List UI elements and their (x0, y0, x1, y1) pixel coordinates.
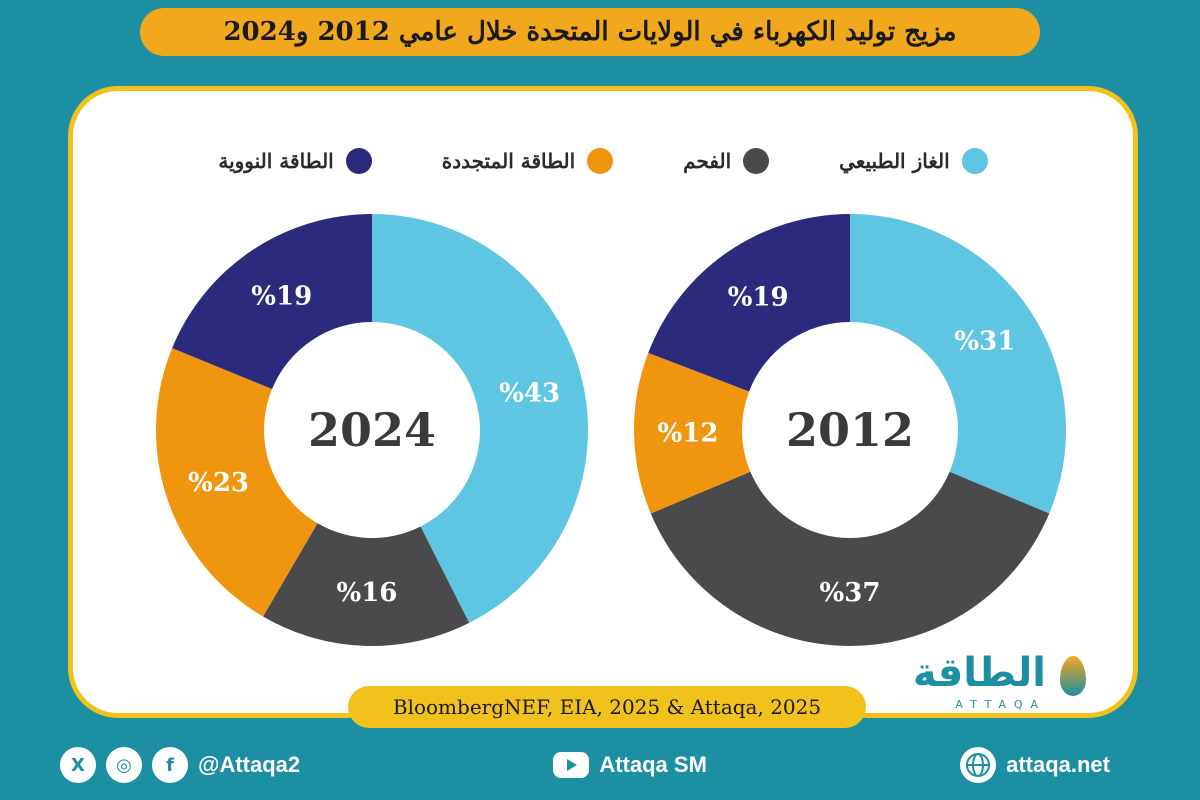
legend: الغاز الطبيعي الفحم الطاقة المتجددة الطا… (73, 143, 1133, 179)
x-icon[interactable]: X (60, 747, 96, 783)
donut-2024-label-gas: %43 (499, 379, 560, 409)
donut-2024-segment-renewables (156, 348, 318, 617)
donut-chart-2024: %43 %16 %23 %19 2024 (156, 214, 589, 646)
legend-label-renewables: الطاقة المتجددة (441, 149, 576, 173)
chart-title: مزيج توليد الكهرباء في الولايات المتحدة … (223, 17, 957, 47)
legend-label-coal: الفحم (683, 149, 732, 173)
donut-2012-label-nuclear: %19 (728, 283, 789, 313)
donut-2024-label-coal: %16 (337, 578, 398, 608)
social-handle[interactable]: @Attaqa2 (198, 752, 301, 777)
donut-2012-segment-nuclear (648, 214, 850, 392)
source-pill: BloombergNEF, EIA, 2025 & Attaqa, 2025 (348, 686, 866, 728)
legend-swatch-gas (961, 148, 988, 174)
source-text: BloombergNEF, EIA, 2025 & Attaqa, 2025 (392, 695, 822, 719)
footer: X ◎ f @Attaqa2 Attaqa SM attaqa.net (0, 740, 1200, 790)
website-link[interactable]: attaqa.net (1006, 752, 1110, 777)
logo-main-text: الطاقة (912, 650, 1046, 696)
donut-2024-label-renewables: %23 (188, 468, 249, 498)
legend-label-nuclear: الطاقة النووية (218, 149, 334, 173)
legend-swatch-nuclear (345, 148, 372, 174)
donut-2024-segment-gas (372, 214, 589, 623)
logo-sub-text: ATTAQA (955, 698, 1046, 711)
legend-item-coal: الفحم (683, 148, 770, 174)
donut-2012-label-gas: %31 (954, 326, 1015, 356)
donut-2012-label-renewables: %12 (658, 419, 719, 449)
legend-label-gas: الغاز الطبيعي (839, 149, 950, 173)
footer-website: attaqa.net (960, 747, 1110, 783)
donut-2024-label-nuclear: %19 (251, 281, 312, 311)
donut-2024-segment-coal (263, 523, 470, 646)
donut-2012-segment-coal (650, 471, 1050, 646)
facebook-icon[interactable]: f (152, 747, 188, 783)
globe-icon[interactable] (960, 747, 997, 783)
attaqa-logo: الطاقة ATTAQA (886, 650, 1086, 720)
donut-chart-2012: %31 %37 %12 %19 2012 (634, 214, 1066, 646)
legend-swatch-coal (743, 148, 770, 174)
title-bar: مزيج توليد الكهرباء في الولايات المتحدة … (140, 8, 1040, 56)
donut-2024-center-label: 2024 (308, 403, 436, 457)
legend-item-gas: الغاز الطبيعي (839, 148, 988, 174)
instagram-icon[interactable]: ◎ (106, 747, 142, 783)
legend-swatch-renewables (587, 148, 614, 174)
youtube-channel[interactable]: Attaqa SM (599, 752, 707, 777)
legend-item-nuclear: الطاقة النووية (218, 148, 372, 174)
donut-2012-label-coal: %37 (820, 578, 881, 608)
logo-drop-icon (1060, 656, 1086, 696)
donut-2012-segment-renewables (634, 352, 751, 514)
footer-youtube: Attaqa SM (553, 752, 707, 778)
youtube-icon[interactable] (553, 752, 590, 778)
donut-2012-center-label: 2012 (786, 403, 914, 457)
legend-item-renewables: الطاقة المتجددة (441, 148, 614, 174)
footer-social: X ◎ f @Attaqa2 (60, 747, 300, 783)
donut-2024-segment-nuclear (172, 214, 372, 390)
donut-2012-segment-gas (850, 214, 1066, 514)
